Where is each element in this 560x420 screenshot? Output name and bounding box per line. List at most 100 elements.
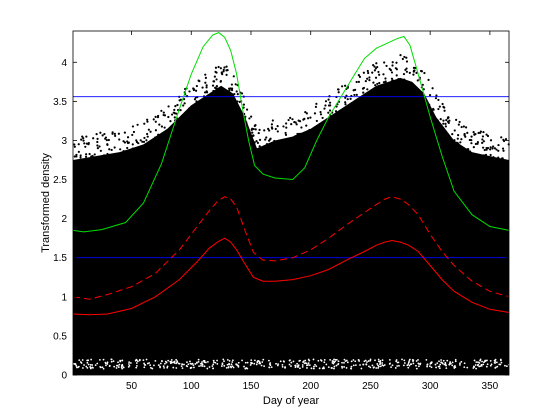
scatter-point (443, 109, 446, 112)
scatter-gap-speck (290, 361, 293, 364)
scatter-gap-speck (78, 359, 81, 362)
scatter-point (324, 104, 327, 107)
scatter-gap-speck (246, 361, 249, 364)
scatter-point (437, 107, 440, 111)
scatter-gap-speck (408, 364, 411, 367)
scatter-point (126, 140, 129, 143)
scatter-gap-speck (277, 363, 280, 366)
scatter-gap-speck (440, 361, 443, 364)
scatter-point (477, 163, 480, 166)
scatter-gap-speck (159, 362, 162, 365)
scatter-point (500, 164, 504, 167)
scatter-point (120, 154, 123, 157)
scatter-gap-speck (231, 361, 234, 363)
scatter-gap-speck (250, 359, 253, 362)
scatter-point (411, 85, 415, 88)
y-tick-label: 4 (61, 58, 67, 69)
scatter-point (215, 85, 219, 88)
scatter-point (72, 167, 76, 170)
scatter-gap-speck (90, 358, 93, 361)
axes-frame (72, 30, 510, 376)
scatter-point (91, 159, 95, 163)
scatter-point (238, 113, 241, 116)
scatter-gap-speck (343, 361, 345, 364)
scatter-point (126, 136, 130, 139)
scatter-point (84, 161, 87, 165)
scatter-point (460, 125, 463, 129)
scatter-gap-speck (255, 363, 258, 366)
scatter-point (205, 90, 208, 93)
scatter-point (333, 119, 336, 122)
scatter-point (270, 123, 274, 126)
scatter-gap-speck (449, 361, 452, 363)
scatter-gap-speck (426, 363, 429, 366)
scatter-gap-speck (192, 364, 195, 367)
scatter-point (212, 80, 215, 83)
scatter-gap-speck (178, 362, 181, 365)
scatter-gap-speck (268, 363, 271, 366)
scatter-gap-speck (343, 358, 346, 361)
scatter-point (236, 93, 239, 96)
scatter-gap-speck (325, 363, 328, 366)
scatter-gap-speck (417, 365, 420, 368)
scatter-point (350, 111, 354, 114)
scatter-gap-speck (352, 364, 355, 367)
scatter-gap-speck (489, 364, 492, 367)
scatter-point (485, 165, 488, 168)
scatter-point (491, 147, 494, 150)
x-tick-label: 50 (126, 381, 138, 392)
scatter-point (157, 114, 160, 118)
scatter-gap-speck (244, 367, 247, 370)
scatter-point (366, 88, 369, 91)
scatter-point (475, 163, 478, 166)
scatter-point (303, 139, 307, 143)
scatter-point (373, 65, 376, 68)
scatter-point (308, 128, 311, 132)
scatter-point (131, 125, 135, 128)
scatter-gap-speck (415, 360, 418, 362)
scatter-gap-speck (75, 366, 78, 369)
scatter-gap-speck (216, 359, 218, 362)
scatter-point (96, 140, 99, 144)
scatter-gap-speck (214, 361, 217, 364)
scatter-point (309, 116, 312, 119)
scatter-point (271, 146, 275, 149)
scatter-point (215, 78, 218, 81)
scatter-gap-speck (453, 367, 456, 369)
scatter-point (345, 111, 348, 114)
scatter-gap-speck (98, 359, 101, 361)
scatter-gap-speck (479, 358, 482, 361)
scatter-point (192, 88, 196, 91)
scatter-point (481, 138, 484, 141)
scatter-point (376, 82, 379, 86)
scatter-point (285, 122, 288, 125)
scatter-point (299, 140, 303, 143)
scatter-point (371, 71, 374, 74)
scatter-point (254, 124, 257, 127)
scatter-point (242, 124, 245, 127)
scatter-point (368, 79, 371, 82)
scatter-gap-speck (377, 358, 380, 361)
scatter-gap-speck (86, 359, 89, 362)
scatter-gap-speck (350, 360, 353, 363)
scatter-gap-speck (164, 362, 166, 365)
scatter-gap-speck (196, 361, 198, 364)
scatter-point (139, 139, 142, 142)
scatter-point (238, 117, 242, 121)
scatter-gap-speck (135, 359, 138, 362)
scatter-gap-speck (472, 367, 475, 369)
scatter-point (285, 126, 288, 129)
scatter-point (473, 133, 476, 136)
scatter-gap-speck (294, 364, 297, 367)
scatter-gap-speck (485, 365, 488, 368)
scatter-point (114, 154, 117, 157)
scatter-point (341, 85, 344, 88)
scatter-point (485, 146, 488, 150)
scatter-point (467, 148, 470, 151)
scatter-gap-speck (346, 361, 349, 364)
scatter-point (233, 93, 236, 96)
scatter-point (427, 78, 430, 81)
scatter-gap-speck (117, 361, 119, 364)
scatter-point (364, 79, 367, 83)
